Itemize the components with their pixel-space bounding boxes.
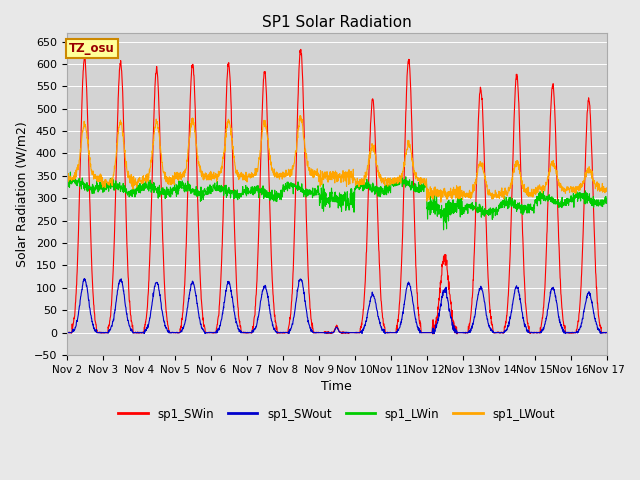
sp1_SWout <box>63 330 70 336</box>
sp1_LWout <box>364 163 372 169</box>
sp1_SWout <box>214 326 221 332</box>
sp1_LWin <box>494 207 502 213</box>
sp1_LWin <box>440 227 447 233</box>
sp1_SWin <box>63 330 70 336</box>
sp1_LWout <box>63 178 70 184</box>
Y-axis label: Solar Radiation (W/m2): Solar Radiation (W/m2) <box>15 121 28 267</box>
Text: TZ_osu: TZ_osu <box>69 42 115 55</box>
sp1_SWin <box>353 330 360 336</box>
sp1_LWin <box>63 183 70 189</box>
sp1_SWout <box>494 330 502 336</box>
sp1_LWout <box>297 113 305 119</box>
sp1_LWout <box>570 187 578 193</box>
Legend: sp1_SWin, sp1_SWout, sp1_LWin, sp1_LWout: sp1_SWin, sp1_SWout, sp1_LWin, sp1_LWout <box>113 403 560 425</box>
sp1_SWin <box>603 330 611 336</box>
sp1_SWout <box>81 276 88 281</box>
sp1_SWout <box>364 307 372 313</box>
sp1_LWin <box>603 196 611 202</box>
sp1_SWout <box>570 330 578 336</box>
sp1_LWin <box>67 169 74 175</box>
Title: SP1 Solar Radiation: SP1 Solar Radiation <box>262 15 412 30</box>
sp1_SWin <box>213 322 221 327</box>
sp1_LWin <box>353 184 360 190</box>
sp1_SWout <box>556 318 563 324</box>
Line: sp1_SWout: sp1_SWout <box>67 278 607 334</box>
sp1_LWin <box>570 197 578 203</box>
sp1_LWout <box>603 188 611 193</box>
sp1_SWout <box>140 331 148 336</box>
sp1_SWin <box>297 47 305 52</box>
sp1_LWout <box>437 199 445 205</box>
sp1_SWout <box>353 330 360 336</box>
sp1_LWout <box>353 179 360 185</box>
Line: sp1_LWout: sp1_LWout <box>67 116 607 202</box>
Line: sp1_SWin: sp1_SWin <box>67 49 607 334</box>
X-axis label: Time: Time <box>321 380 352 393</box>
sp1_LWout <box>556 180 563 186</box>
sp1_LWin <box>556 201 563 207</box>
sp1_SWin <box>429 331 436 337</box>
sp1_LWout <box>494 192 502 198</box>
sp1_SWin <box>556 252 563 257</box>
sp1_SWin <box>570 330 578 336</box>
sp1_SWin <box>494 329 502 335</box>
sp1_SWout <box>603 330 611 336</box>
sp1_LWin <box>364 181 372 187</box>
sp1_LWout <box>213 175 221 180</box>
sp1_LWin <box>214 182 221 188</box>
Line: sp1_LWin: sp1_LWin <box>67 172 607 230</box>
sp1_SWin <box>364 200 372 206</box>
